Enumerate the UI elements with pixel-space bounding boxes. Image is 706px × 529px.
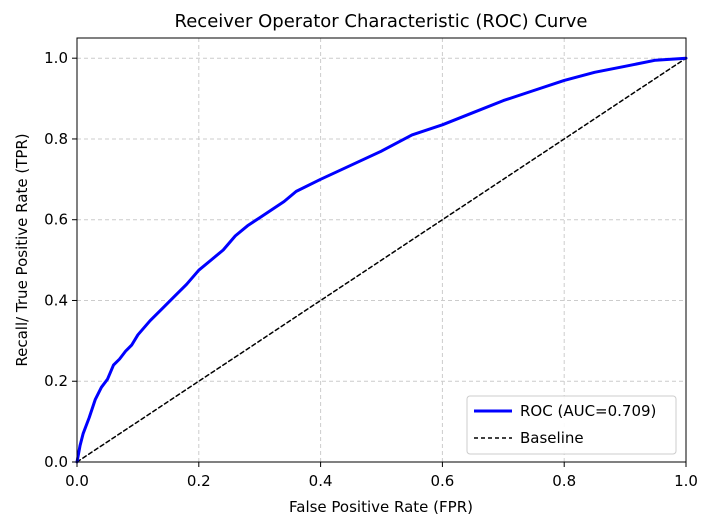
plot-frame	[76, 37, 687, 463]
y-tick-label: 0.2	[44, 372, 68, 390]
x-tick-label: 0.6	[430, 472, 454, 490]
series-layer	[75, 56, 688, 464]
y-tick-label: 1.0	[44, 49, 68, 67]
y-tick-label: 0.6	[44, 211, 68, 229]
y-tick-label: 0.8	[44, 130, 68, 148]
x-axis-label: False Positive Rate (FPR)	[289, 498, 473, 516]
legend: ROC (AUC=0.709) Baseline	[466, 395, 677, 455]
legend-box	[466, 395, 677, 455]
x-tick-label: 1.0	[674, 472, 698, 490]
axis-ticks: 0.0 0.2 0.4 0.6 0.8 1.0 0.0 0.2 0.4 0.6 0.8 1.0	[44, 49, 698, 490]
legend-roc-label: ROC (AUC=0.709)	[520, 402, 656, 420]
x-tick-label: 0.8	[552, 472, 576, 490]
x-tick-label: 0.0	[65, 472, 89, 490]
x-tick-label: 0.4	[309, 472, 333, 490]
chart-title: Receiver Operator Characteristic (ROC) C…	[175, 11, 588, 32]
roc-series-line	[75, 56, 688, 464]
y-tick-label: 0.0	[44, 453, 68, 471]
y-axis-label: Recall/ True Positive Rate (TPR)	[13, 133, 31, 366]
legend-baseline-label: Baseline	[520, 429, 584, 447]
y-tick-label: 0.4	[44, 291, 68, 309]
grid-lines	[76, 38, 687, 463]
x-tick-label: 0.2	[187, 472, 211, 490]
baseline-series-line	[76, 57, 687, 463]
